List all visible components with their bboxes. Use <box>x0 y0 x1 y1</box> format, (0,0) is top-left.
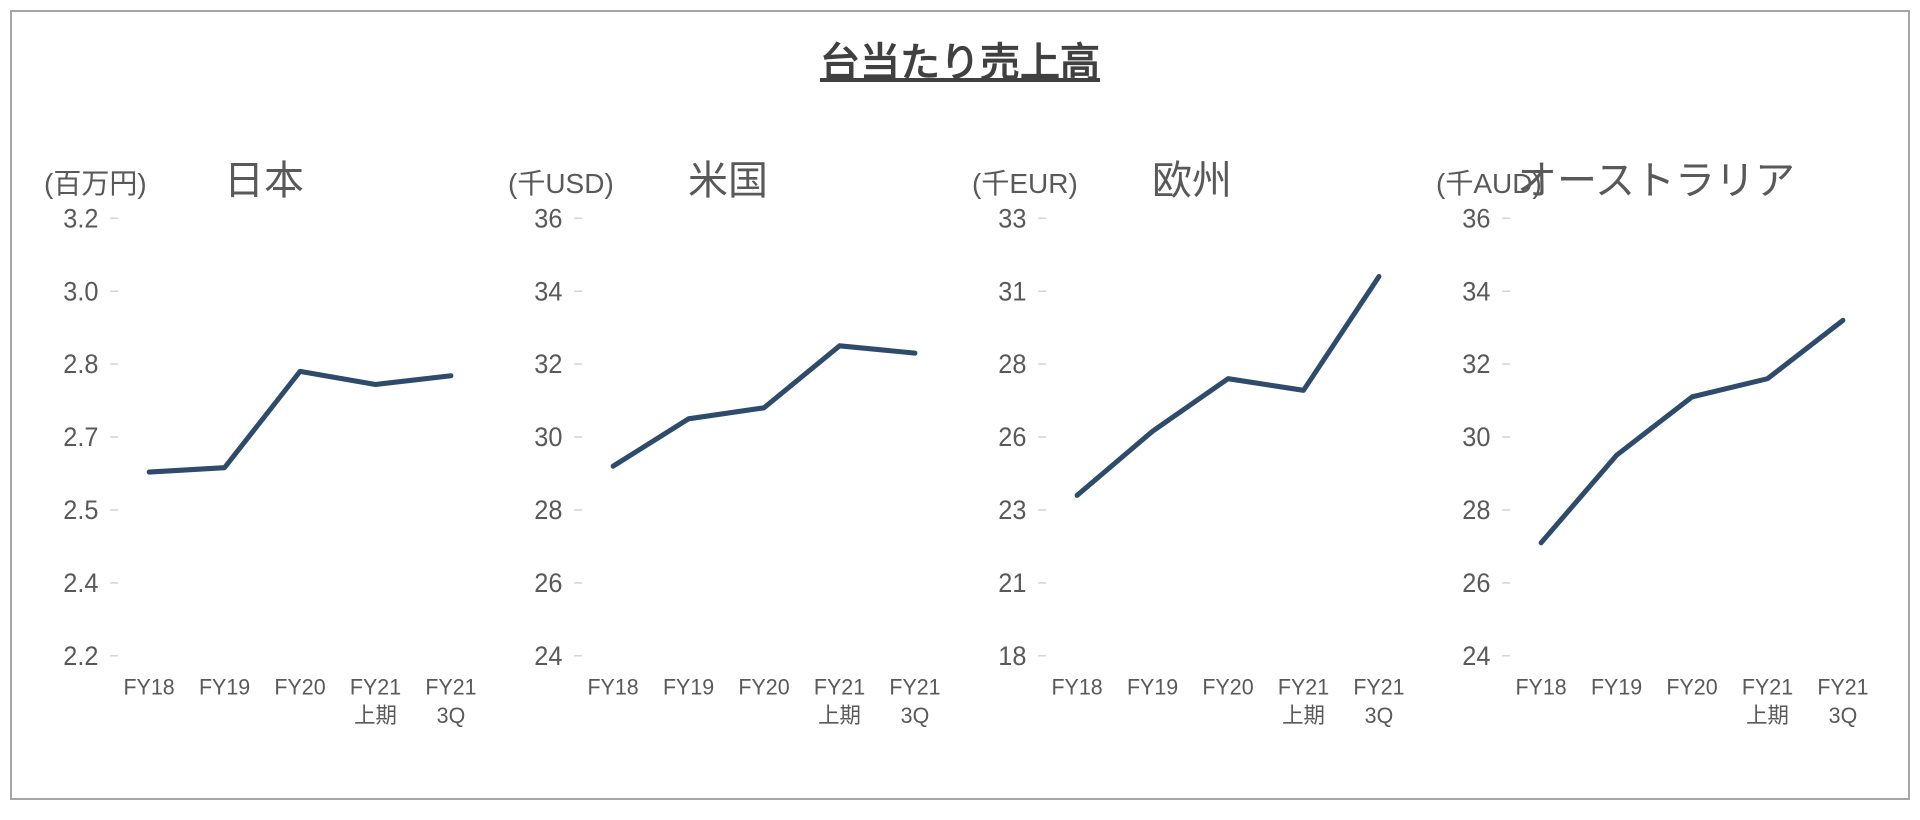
x-tick-label: 上期 <box>1282 703 1325 729</box>
y-tick-label: 28 <box>534 497 562 526</box>
unit-label: (百万円) <box>44 162 147 202</box>
panels-row: (百万円)日本3.23.02.82.72.52.42.2FY18FY19FY20… <box>32 162 1888 778</box>
x-tick-label: 3Q <box>901 703 930 729</box>
x-tick-label: FY21 <box>1817 674 1868 700</box>
x-tick-label: FY20 <box>1666 674 1717 700</box>
panel-eu: (千EUR)欧州33312826232118FY18FY19FY20FY21上期… <box>960 162 1424 778</box>
panel-us: (千USD)米国36343230282624FY18FY19FY20FY21上期… <box>496 162 960 778</box>
line-chart: 36 34 32 30 28 26 24 FY18 FY19 FY20 FY21 上期 FY21 3Q <box>504 208 952 778</box>
region-label: 欧州 <box>1152 148 1232 206</box>
x-tick-label: FY21 <box>425 674 476 700</box>
chart-area: 33 31 28 26 23 21 18 FY18 FY19 FY20 FY21 上期 FY21 3Q <box>968 208 1416 778</box>
region-label: 日本 <box>224 148 304 206</box>
y-tick-label: 36 <box>534 205 562 234</box>
line-chart: 36 34 32 30 28 26 24 FY18 FY19 FY20 FY21 上期 FY21 3Q <box>1432 208 1880 778</box>
x-tick-label: FY18 <box>1051 674 1102 700</box>
x-tick-label: 3Q <box>437 703 466 729</box>
x-tick-label: FY19 <box>663 674 714 700</box>
y-tick-label: 3.0 <box>63 278 98 307</box>
y-tick-label: 34 <box>534 278 562 307</box>
series-line <box>1541 320 1843 543</box>
y-tick-label: 23 <box>998 497 1026 526</box>
x-tick-label: 上期 <box>354 703 397 729</box>
y-tick-label: 34 <box>1462 278 1490 307</box>
x-tick-label: FY18 <box>587 674 638 700</box>
x-tick-label: FY21 <box>1742 674 1793 700</box>
y-tick-label: 26 <box>998 424 1026 453</box>
series-line <box>613 346 915 466</box>
y-tick-label: 32 <box>534 351 562 380</box>
chart-area: 36 34 32 30 28 26 24 FY18 FY19 FY20 FY21 上期 FY21 3Q <box>504 208 952 778</box>
y-tick-label: 2.2 <box>63 643 98 672</box>
y-tick-label: 28 <box>1462 497 1490 526</box>
y-tick-label: 24 <box>1462 643 1490 672</box>
x-tick-label: FY21 <box>1278 674 1329 700</box>
x-tick-label: FY19 <box>199 674 250 700</box>
x-tick-label: 上期 <box>1746 703 1789 729</box>
series-line <box>149 371 451 472</box>
y-tick-label: 26 <box>1462 570 1490 599</box>
y-tick-label: 3.2 <box>63 205 98 234</box>
x-tick-label: FY19 <box>1127 674 1178 700</box>
x-tick-label: 3Q <box>1365 703 1394 729</box>
region-label: 米国 <box>688 148 768 206</box>
x-tick-label: FY20 <box>1202 674 1253 700</box>
line-chart: 3.2 3.0 2.8 2.7 2.5 2.4 2.2 FY18 FY19 FY20 FY21 上期 F… <box>40 208 488 778</box>
x-tick-label: FY21 <box>1353 674 1404 700</box>
chart-area: 3.2 3.0 2.8 2.7 2.5 2.4 2.2 FY18 FY19 FY20 FY21 上期 F… <box>40 208 488 778</box>
chart-area: 36 34 32 30 28 26 24 FY18 FY19 FY20 FY21 上期 FY21 3Q <box>1432 208 1880 778</box>
panel-au: (千AUD)オーストラリア36343230282624FY18FY19FY20F… <box>1424 162 1888 778</box>
y-tick-label: 2.8 <box>63 351 98 380</box>
x-tick-label: FY21 <box>889 674 940 700</box>
x-tick-label: 上期 <box>818 703 861 729</box>
chart-frame: 台当たり売上高 (百万円) 日本 3.2 3.0 2.8 2.7 2.5 2.4 2.2 FY18… <box>10 10 1910 800</box>
x-tick-label: FY21 <box>350 674 401 700</box>
y-tick-label: 2.4 <box>63 570 98 599</box>
y-tick-label: 30 <box>1462 424 1490 453</box>
y-tick-label: 18 <box>998 643 1026 672</box>
y-tick-label: 31 <box>998 278 1026 307</box>
x-tick-label: FY20 <box>274 674 325 700</box>
unit-label: (千EUR) <box>972 162 1078 202</box>
x-tick-label: FY21 <box>814 674 865 700</box>
x-tick-label: FY19 <box>1591 674 1642 700</box>
line-chart: 33 31 28 26 23 21 18 FY18 FY19 FY20 FY21 上期 FY21 3Q <box>968 208 1416 778</box>
x-tick-label: FY18 <box>1515 674 1566 700</box>
x-tick-label: 3Q <box>1829 703 1858 729</box>
y-tick-label: 28 <box>998 351 1026 380</box>
unit-label: (千USD) <box>508 162 614 202</box>
y-tick-label: 32 <box>1462 351 1490 380</box>
y-tick-label: 2.7 <box>63 424 98 453</box>
region-label: オーストラリア <box>1517 148 1795 206</box>
y-tick-label: 21 <box>998 570 1026 599</box>
y-tick-label: 2.5 <box>63 497 98 526</box>
y-tick-label: 26 <box>534 570 562 599</box>
x-tick-label: FY20 <box>738 674 789 700</box>
series-line <box>1077 277 1379 496</box>
y-tick-label: 33 <box>998 205 1026 234</box>
y-tick-label: 30 <box>534 424 562 453</box>
x-tick-label: FY18 <box>123 674 174 700</box>
y-tick-label: 36 <box>1462 205 1490 234</box>
y-tick-label: 24 <box>534 643 562 672</box>
chart-title: 台当たり売上高 <box>12 30 1908 88</box>
panel-japan: (百万円)日本3.23.02.82.72.52.42.2FY18FY19FY20… <box>32 162 496 778</box>
